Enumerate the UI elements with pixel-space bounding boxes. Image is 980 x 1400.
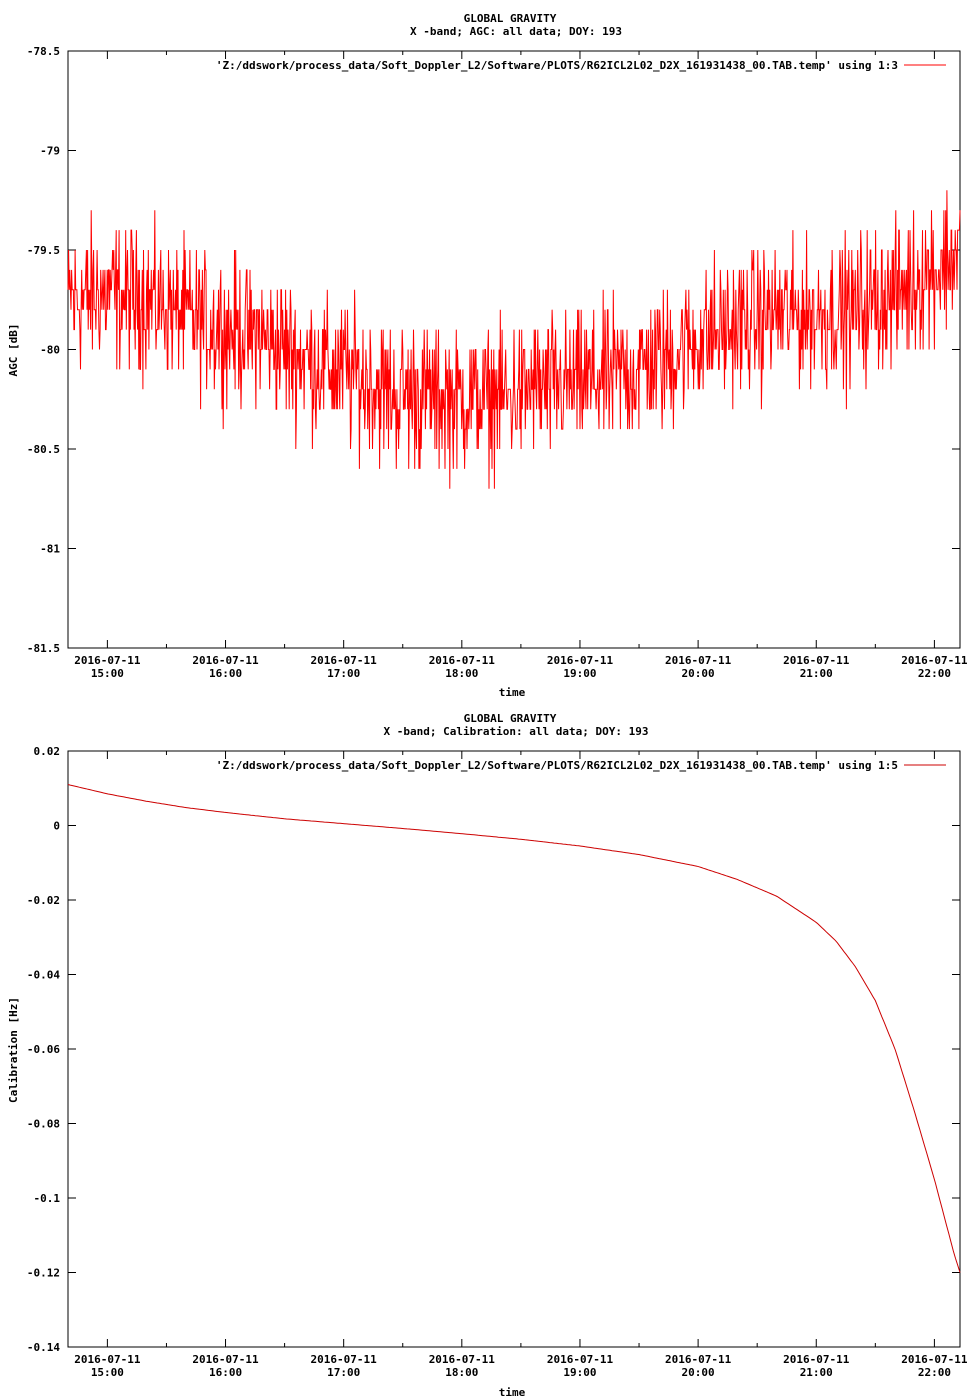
calibration-xtick-time-label: 18:00	[445, 1366, 478, 1379]
agc-chart-subtitle: X -band; AGC: all data; DOY: 193	[410, 25, 622, 38]
calibration-ytick-label: -0.02	[27, 894, 60, 907]
agc-chart-legend-label: 'Z:/ddswork/process_data/Soft_Doppler_L2…	[216, 59, 898, 72]
calibration-xtick-time-label: 22:00	[918, 1366, 951, 1379]
calibration-ytick-label: -0.14	[27, 1341, 60, 1354]
calibration-xtick-date-label: 2016-07-11	[901, 1353, 968, 1366]
agc-ytick-label: -81	[40, 543, 60, 556]
agc-xtick-date-label: 2016-07-11	[547, 654, 614, 667]
agc-ytick-label: -79	[40, 145, 60, 158]
agc-chart-title: GLOBAL GRAVITY	[464, 12, 557, 25]
agc-ytick-label: -79.5	[27, 244, 60, 257]
agc-xtick-time-label: 22:00	[918, 667, 951, 680]
calibration-xtick-time-label: 15:00	[91, 1366, 124, 1379]
calibration-xtick-date-label: 2016-07-11	[783, 1353, 850, 1366]
agc-xtick-time-label: 18:00	[445, 667, 478, 680]
agc-xtick-time-label: 20:00	[682, 667, 715, 680]
calibration-chart-subtitle: X -band; Calibration: all data; DOY: 193	[384, 725, 649, 738]
calibration-xtick-date-label: 2016-07-11	[429, 1353, 496, 1366]
agc-ytick-label: -78.5	[27, 45, 60, 58]
calibration-chart-title: GLOBAL GRAVITY	[464, 712, 557, 725]
calibration-xtick-time-label: 17:00	[327, 1366, 360, 1379]
agc-xtick-date-label: 2016-07-11	[311, 654, 378, 667]
calibration-xtick-date-label: 2016-07-11	[547, 1353, 614, 1366]
agc-xtick-date-label: 2016-07-11	[192, 654, 259, 667]
calibration-xtick-date-label: 2016-07-11	[192, 1353, 259, 1366]
agc-ytick-label: -81.5	[27, 642, 60, 655]
calibration-xtick-time-label: 19:00	[563, 1366, 596, 1379]
agc-xtick-date-label: 2016-07-11	[901, 654, 968, 667]
agc-chart: GLOBAL GRAVITY X -band; AGC: all data; D…	[7, 12, 968, 699]
agc-xtick-time-label: 16:00	[209, 667, 242, 680]
agc-xtick-date-label: 2016-07-11	[665, 654, 732, 667]
calibration-xtick-date-label: 2016-07-11	[665, 1353, 732, 1366]
calibration-chart: GLOBAL GRAVITY X -band; Calibration: all…	[7, 712, 968, 1399]
agc-chart-xlabel: time	[499, 686, 526, 699]
agc-xtick-time-label: 15:00	[91, 667, 124, 680]
agc-series-line	[67, 190, 961, 489]
calibration-ytick-label: -0.12	[27, 1267, 60, 1280]
agc-xtick-date-label: 2016-07-11	[74, 654, 141, 667]
agc-ytick-label: -80	[40, 344, 60, 357]
calibration-ytick-label: -0.06	[27, 1043, 60, 1056]
agc-xtick-date-label: 2016-07-11	[429, 654, 496, 667]
calibration-xtick-date-label: 2016-07-11	[311, 1353, 378, 1366]
agc-xtick-date-label: 2016-07-11	[783, 654, 850, 667]
agc-xtick-time-label: 17:00	[327, 667, 360, 680]
calibration-xtick-time-label: 16:00	[209, 1366, 242, 1379]
calibration-ytick-label: 0	[53, 820, 60, 833]
agc-chart-ylabel: AGC [dB]	[7, 324, 20, 377]
calibration-ytick-label: -0.04	[27, 969, 60, 982]
agc-xtick-time-label: 19:00	[563, 667, 596, 680]
calibration-chart-legend-label: 'Z:/ddswork/process_data/Soft_Doppler_L2…	[216, 759, 898, 772]
calibration-ytick-label: -0.08	[27, 1118, 60, 1131]
calibration-chart-xlabel: time	[499, 1386, 526, 1399]
calibration-chart-ylabel: Calibration [Hz]	[7, 997, 20, 1103]
calibration-series-line	[67, 784, 961, 1273]
calibration-xtick-time-label: 20:00	[682, 1366, 715, 1379]
agc-xtick-time-label: 21:00	[800, 667, 833, 680]
agc-ytick-label: -80.5	[27, 443, 60, 456]
calibration-xtick-date-label: 2016-07-11	[74, 1353, 141, 1366]
calibration-ytick-label: -0.1	[34, 1192, 61, 1205]
calibration-ytick-label: 0.02	[34, 745, 61, 758]
calibration-xtick-time-label: 21:00	[800, 1366, 833, 1379]
